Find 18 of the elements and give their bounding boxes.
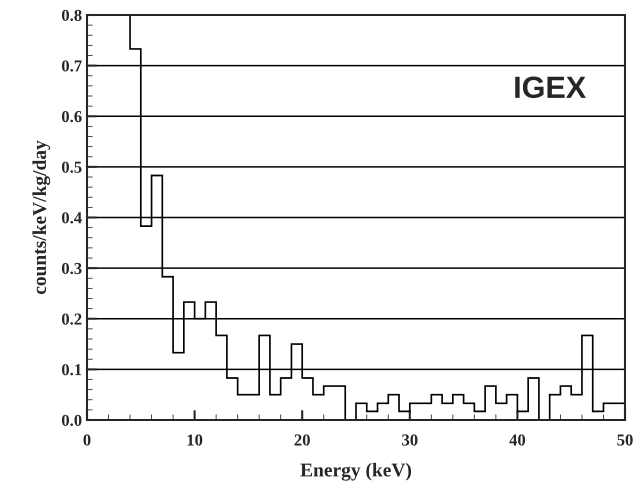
y-tick-label: 0.0 (62, 414, 82, 426)
y-tick-label: 0.6 (62, 110, 82, 122)
x-tick-label: 10 (188, 434, 202, 446)
x-axis-title: Energy (keV) (300, 462, 412, 481)
annotation: IGEX (515, 76, 586, 98)
x-tick-label: 50 (617, 434, 633, 446)
x-tick-label: 20 (294, 434, 310, 446)
y-tick-label: 0.2 (62, 313, 82, 325)
y-tick-label: 0.7 (62, 60, 82, 72)
y-axis-title: counts/keV/kg/day (32, 140, 50, 294)
y-tick-label: 0.3 (62, 262, 82, 274)
x-tick-label: 0 (83, 434, 91, 446)
x-tick-label: 30 (402, 434, 418, 446)
x-tick-label: 40 (509, 434, 526, 446)
y-tick-label: 0.4 (62, 212, 82, 224)
y-tick-label: 0.5 (62, 162, 82, 173)
y-tick-label: 0.8 (62, 10, 82, 22)
y-tick-label: 0.1 (62, 364, 82, 376)
